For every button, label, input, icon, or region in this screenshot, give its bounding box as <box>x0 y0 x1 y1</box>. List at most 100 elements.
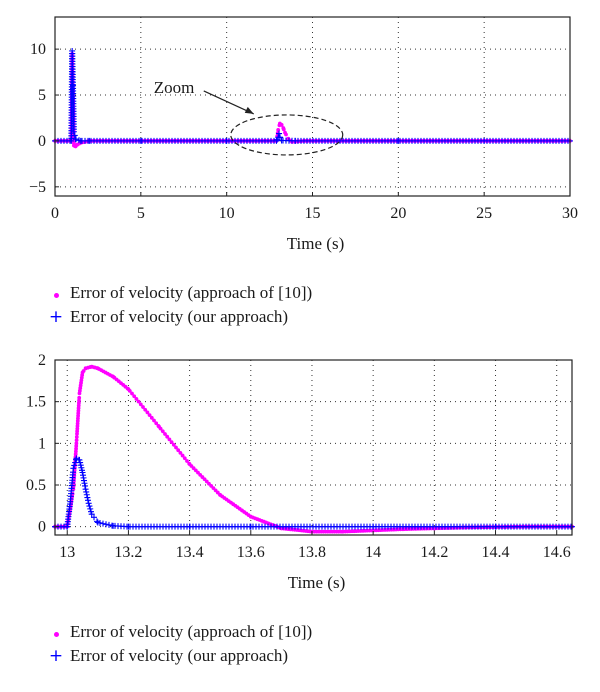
data-point <box>85 497 91 504</box>
data-point <box>81 369 86 373</box>
data-point <box>141 405 145 409</box>
data-point <box>71 132 78 139</box>
y-tick-label: 1 <box>38 435 46 452</box>
data-point <box>73 449 78 454</box>
y-tick-label: 0 <box>38 519 46 536</box>
x-tick-label: 25 <box>476 205 492 222</box>
data-point <box>100 520 106 527</box>
x-axis-label: Time (s) <box>288 573 345 592</box>
data-point <box>77 462 84 469</box>
legend-label-approach10: Error of velocity (approach of [10]) <box>70 622 313 641</box>
x-tick-label: 14.4 <box>482 544 510 561</box>
x-tick-label: 14.2 <box>420 544 448 561</box>
data-point <box>165 434 170 439</box>
data-point <box>279 122 284 127</box>
y-tick-label: 0 <box>38 133 46 150</box>
x-tick-label: 14.6 <box>543 544 571 561</box>
data-point <box>152 418 156 423</box>
zoom-arrow <box>203 90 255 115</box>
data-point <box>103 521 109 528</box>
x-tick-label: 13.2 <box>114 544 142 561</box>
legend-zoomed: Error of velocity (approach of [10]) + E… <box>48 620 312 668</box>
data-point <box>83 488 90 495</box>
data-point <box>74 435 79 439</box>
data-point <box>149 415 154 420</box>
plot-panel-overview: 0 5 10 15 20 25 30 10 5 0 −5 Time (s) Zoom <box>29 16 578 253</box>
dot-marker-icon <box>48 620 64 644</box>
data-point <box>136 399 141 404</box>
x-tick-label: 14 <box>365 544 381 561</box>
plot-frame <box>54 16 571 197</box>
grid <box>55 360 572 535</box>
data-point <box>147 413 152 418</box>
data-point <box>74 438 79 443</box>
data-point <box>178 450 183 455</box>
data-point <box>85 500 92 507</box>
data-point <box>97 519 103 526</box>
data-point <box>73 136 79 143</box>
legend-item-approach10: Error of velocity (approach of [10]) <box>48 620 312 644</box>
data-point <box>176 448 181 453</box>
grid <box>55 17 570 196</box>
y-tick-label: 10 <box>30 41 46 58</box>
data-point <box>74 444 79 448</box>
legend-overview: Error of velocity (approach of [10]) + E… <box>48 281 312 329</box>
y-tick-label: −5 <box>29 179 46 196</box>
data-point <box>77 395 82 400</box>
data-point <box>169 440 174 444</box>
series-ours <box>52 47 573 144</box>
data-point <box>91 514 97 521</box>
data-point <box>88 511 95 518</box>
x-tick-label: 30 <box>562 205 578 222</box>
data-point <box>284 132 288 137</box>
data-point <box>82 486 89 493</box>
data-point <box>73 452 78 456</box>
x-tick-label: 13.6 <box>237 544 265 561</box>
x-tick-label: 15 <box>305 205 321 222</box>
data-point <box>158 426 163 431</box>
legend-label-ours: Error of velocity (our approach) <box>70 307 289 326</box>
legend-label-approach10: Error of velocity (approach of [10]) <box>70 283 313 302</box>
data-point <box>84 494 91 501</box>
data-point <box>83 491 90 498</box>
y-tick-label: 0.5 <box>26 477 46 494</box>
data-point <box>87 505 94 512</box>
data-point <box>276 130 283 137</box>
data-point <box>180 453 185 458</box>
x-tick-label: 0 <box>51 205 59 222</box>
data-point <box>134 397 139 401</box>
arrow-head-icon <box>244 106 254 114</box>
data-point <box>160 429 165 434</box>
data-point <box>78 464 85 471</box>
data-point <box>185 459 189 463</box>
legend-item-ours: + Error of velocity (our approach) <box>48 305 312 329</box>
data-point <box>174 445 178 450</box>
plot-panel-zoomed: 13 13.2 13.4 13.6 13.8 14 14.2 14.4 14.6 0 0.5 1 1.5… <box>26 352 575 592</box>
data-point <box>130 391 134 396</box>
zoom-label: Zoom <box>154 78 195 97</box>
x-tick-label: 10 <box>219 205 235 222</box>
legend-item-ours: + Error of velocity (our approach) <box>48 644 312 668</box>
data-point <box>76 457 83 463</box>
data-point <box>281 127 286 132</box>
data-point <box>138 402 143 407</box>
data-point <box>167 437 172 442</box>
y-tick-label: 1.5 <box>26 394 46 411</box>
data-point <box>145 410 150 415</box>
data-point <box>82 482 88 489</box>
zoom-ellipse <box>230 114 344 156</box>
dot-marker-icon <box>48 281 64 305</box>
data-point <box>74 446 78 451</box>
legend-item-approach10: Error of velocity (approach of [10]) <box>48 281 312 305</box>
data-point <box>182 456 187 461</box>
data-point <box>171 442 176 447</box>
zoom-annotation: Zoom <box>154 78 344 156</box>
legend-label-ours: Error of velocity (our approach) <box>70 646 289 665</box>
x-tick-label: 13.8 <box>298 544 326 561</box>
data-point <box>132 394 137 399</box>
data-point <box>74 441 79 446</box>
data-point <box>106 521 112 528</box>
data-point <box>127 388 132 393</box>
y-tick-label: 2 <box>38 352 46 369</box>
